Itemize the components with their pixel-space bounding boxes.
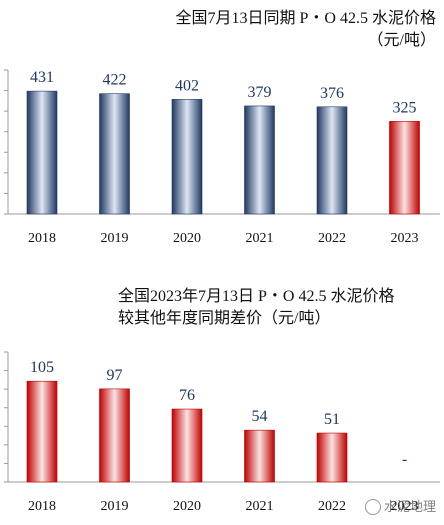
x-tick-label-2022: 2022 (318, 499, 346, 514)
chart2-plot: 105 2018 97 2019 76 2020 54 2021 51 2022 - 2023 (4, 351, 440, 514)
watermark: 水泥地理 (364, 496, 436, 515)
bar-2021 (244, 429, 275, 483)
x-tick-label-2020: 2020 (173, 499, 201, 514)
watermark-text: 水泥地理 (383, 499, 436, 515)
bar-2021 (244, 105, 275, 215)
data-label-2018: 105 (30, 359, 54, 376)
chart1-title-block: 全国7月13日同期 P・O 42.5 水泥价格 （元/吨） (176, 8, 436, 52)
chart2-title: 全国2023年7月13日 P・O 42.5 水泥价格 (118, 288, 395, 305)
data-label-2019: 422 (103, 72, 127, 89)
data-label-2022: 376 (320, 85, 344, 102)
data-label-2019: 97 (107, 367, 123, 384)
chart2-title-block: 全国2023年7月13日 P・O 42.5 水泥价格 较其他年度同期差价（元/吨… (118, 286, 394, 330)
data-label-2020: 76 (179, 387, 195, 404)
x-tick-label-2022: 2022 (318, 231, 346, 246)
data-label-2023: - (402, 451, 407, 468)
chart1-plot: 431 2018 422 2019 402 2020 379 2021 376 2022 325 20… (4, 69, 440, 246)
bar-2020 (171, 408, 203, 483)
data-label-2021: 379 (248, 84, 272, 101)
x-tick-label-2020: 2020 (173, 231, 201, 246)
bar-2018 (26, 380, 58, 483)
x-tick-label-2018: 2018 (28, 231, 56, 246)
x-tick-label-2023: 2023 (391, 499, 419, 514)
x-tick-label-2021: 2021 (246, 231, 274, 246)
x-tick-label-2019: 2019 (101, 499, 129, 514)
data-label-2021: 54 (252, 408, 268, 425)
wechat-icon (364, 499, 381, 515)
data-label-2018: 431 (30, 69, 54, 86)
x-tick-label-2023: 2023 (391, 231, 419, 246)
bar-2020 (171, 99, 203, 215)
data-label-2023: 325 (393, 99, 417, 116)
bar-2019 (99, 93, 130, 215)
data-label-2022: 51 (324, 411, 340, 428)
x-tick-label-2021: 2021 (246, 499, 274, 514)
x-tick-label-2019: 2019 (101, 231, 129, 246)
chart2-subtitle: 较其他年度同期差价（元/吨） (118, 310, 331, 327)
bar-2023 (389, 121, 420, 215)
chart1-subtitle: （元/吨） (367, 32, 436, 49)
x-tick-label-2018: 2018 (28, 499, 56, 514)
bar-2019 (99, 388, 130, 483)
bar-2018 (26, 90, 58, 215)
chart-current-price: 全国7月13日同期 P・O 42.5 水泥价格 （元/吨） 431 2018 422… (0, 0, 444, 262)
chart-price-difference: 全国2023年7月13日 P・O 42.5 水泥价格 较其他年度同期差价（元/吨… (0, 262, 444, 525)
bar-2022 (316, 106, 348, 215)
chart1-title: 全国7月13日同期 P・O 42.5 水泥价格 (175, 10, 436, 27)
bar-2022 (316, 432, 348, 483)
data-label-2020: 402 (175, 77, 199, 94)
